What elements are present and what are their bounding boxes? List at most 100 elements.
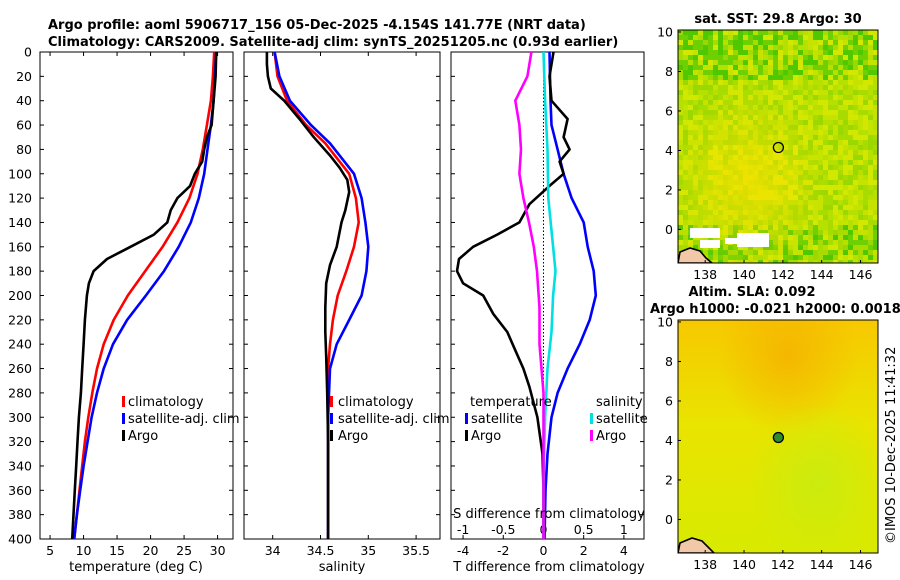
depth-tick-label: 260 [8, 361, 32, 376]
depth-tick-label: 180 [8, 264, 32, 279]
sst-map-axes: 138 140 142 144 146 0 2 4 6 8 10 [657, 24, 872, 282]
legend-swatch-s-satellite [590, 413, 593, 424]
difference-xlabel: T difference from climatology [452, 560, 645, 575]
legend-swatch-argo [122, 430, 125, 441]
temperature-xlabel: temperature (deg C) [69, 560, 203, 575]
depth-tick-label: 380 [8, 507, 32, 522]
map-y-tick-label: 0 [665, 512, 673, 527]
x-tick-label: 0 [540, 543, 548, 558]
series-line-argo [265, 52, 351, 539]
depth-tick-label: 20 [16, 69, 32, 84]
series-line-satellite-adj-clim [273, 52, 370, 539]
imos-timestamp: ©IMOS 10-Dec-2025 11:41:32 [884, 347, 899, 544]
sla-map-frame [677, 319, 879, 554]
temperature-series [70, 52, 218, 539]
salinity-xlabel: salinity [319, 560, 366, 575]
map-y-tick-label: 8 [665, 64, 673, 79]
sst-map-image [678, 30, 878, 263]
salinity-series [265, 52, 370, 539]
legend-swatch-satellite [122, 413, 125, 424]
figure-title-line2: Climatology: CARS2009. Satellite-adj cli… [48, 35, 618, 50]
legend-swatch-climatology [122, 396, 125, 407]
legend-swatch-t-satellite [465, 413, 468, 424]
legend-label-t-argo: Argo [471, 429, 501, 444]
legend-swatch-argo [330, 430, 333, 441]
map-x-tick-label: 146 [849, 557, 873, 572]
x-tick-label: 5 [46, 543, 54, 558]
difference-legend: temperature salinity satellite Argo sate… [465, 395, 648, 444]
depth-tick-label: 200 [8, 288, 32, 303]
x-tick-label: -2 [497, 543, 509, 558]
x-tick-label: 15 [109, 543, 125, 558]
depth-tick-label: 240 [8, 337, 32, 352]
depth-tick-label: 340 [8, 458, 32, 473]
salinity-legend: climatology satellite-adj. clim Argo [330, 395, 450, 444]
depth-tick-label: 220 [8, 312, 32, 327]
depth-tick-label: 80 [16, 142, 32, 157]
x-tick-label: 25 [176, 543, 192, 558]
depth-tick-label: 300 [8, 410, 32, 425]
legend-label-argo: Argo [128, 429, 158, 444]
map-y-tick-label: 6 [665, 103, 673, 118]
difference-xlabel-top: S difference from climatology [453, 507, 645, 522]
sla-map-subtitle: Argo h1000: -0.021 h2000: 0.0018 [650, 302, 900, 317]
depth-tick-label: 160 [8, 239, 32, 254]
depth-tick-label: 60 [16, 118, 32, 133]
depth-tick-label: 400 [8, 532, 32, 547]
x-tick-label: 35.5 [402, 543, 430, 558]
depth-tick-label: 280 [8, 385, 32, 400]
legend-title-temperature: temperature [470, 395, 552, 410]
temperature-panel [39, 51, 234, 540]
legend-label-s-argo: Argo [596, 429, 626, 444]
figure-title-line1: Argo profile: aoml 5906717_156 05-Dec-20… [48, 18, 586, 33]
depth-tick-label: 140 [8, 215, 32, 230]
x-tick-label: 2 [580, 543, 588, 558]
legend-swatch-satellite [330, 413, 333, 424]
x-tick-label: 35 [360, 543, 376, 558]
legend-label-satellite: satellite-adj. clim [128, 412, 240, 427]
depth-axis: 0 20 40 60 80 100 120 140 160 180 200 220 240 260 280 3… [8, 45, 644, 547]
legend-label-climatology: climatology [128, 395, 204, 410]
map-x-tick-label: 140 [732, 557, 756, 572]
x-tick-label: 4 [620, 543, 628, 558]
depth-tick-label: 0 [24, 45, 32, 60]
temperature-legend: climatology satellite-adj. clim Argo [122, 395, 240, 444]
salinity-panel [243, 51, 441, 540]
sst-map-frame [677, 29, 879, 264]
series-line-climatology [72, 52, 216, 539]
map-x-tick-label: 146 [849, 267, 873, 282]
sla-map-title: Altim. SLA: 0.092 [689, 285, 816, 300]
legend-swatch-t-argo [465, 430, 468, 441]
x-tick-label: 20 [143, 543, 159, 558]
sla-argo-marker [772, 431, 785, 444]
sst-map-title: sat. SST: 29.8 Argo: 30 [694, 12, 861, 27]
legend-label-s-satellite: satellite [596, 412, 648, 427]
top-x-tick-label: -1 [457, 522, 469, 537]
map-y-tick-label: 2 [665, 472, 673, 487]
depth-tick-label: 120 [8, 191, 32, 206]
top-x-tick-label: -0.5 [491, 522, 515, 537]
series-line-argo [70, 52, 218, 539]
series-line-t-satellite [543, 52, 598, 539]
x-tick-label: 30 [210, 543, 226, 558]
map-x-tick-label: 142 [771, 557, 795, 572]
map-y-tick-label: 8 [665, 354, 673, 369]
map-x-tick-label: 144 [810, 267, 834, 282]
map-y-tick-label: 6 [665, 393, 673, 408]
map-y-tick-label: 10 [657, 314, 673, 329]
depth-tick-label: 360 [8, 483, 32, 498]
temperature-x-axis: 5 10 15 20 25 30 [46, 52, 226, 558]
x-tick-label: -4 [457, 543, 470, 558]
legend-title-salinity: salinity [596, 395, 643, 410]
legend-label-t-satellite: satellite [471, 412, 523, 427]
depth-tick-label: 100 [8, 166, 32, 181]
x-tick-label: 34 [265, 543, 281, 558]
series-line-climatology [273, 52, 360, 539]
difference-series [455, 52, 598, 539]
legend-label-climatology: climatology [338, 395, 414, 410]
map-y-tick-label: 2 [665, 182, 673, 197]
legend-swatch-s-argo [590, 430, 593, 441]
sst-argo-marker [772, 141, 785, 154]
